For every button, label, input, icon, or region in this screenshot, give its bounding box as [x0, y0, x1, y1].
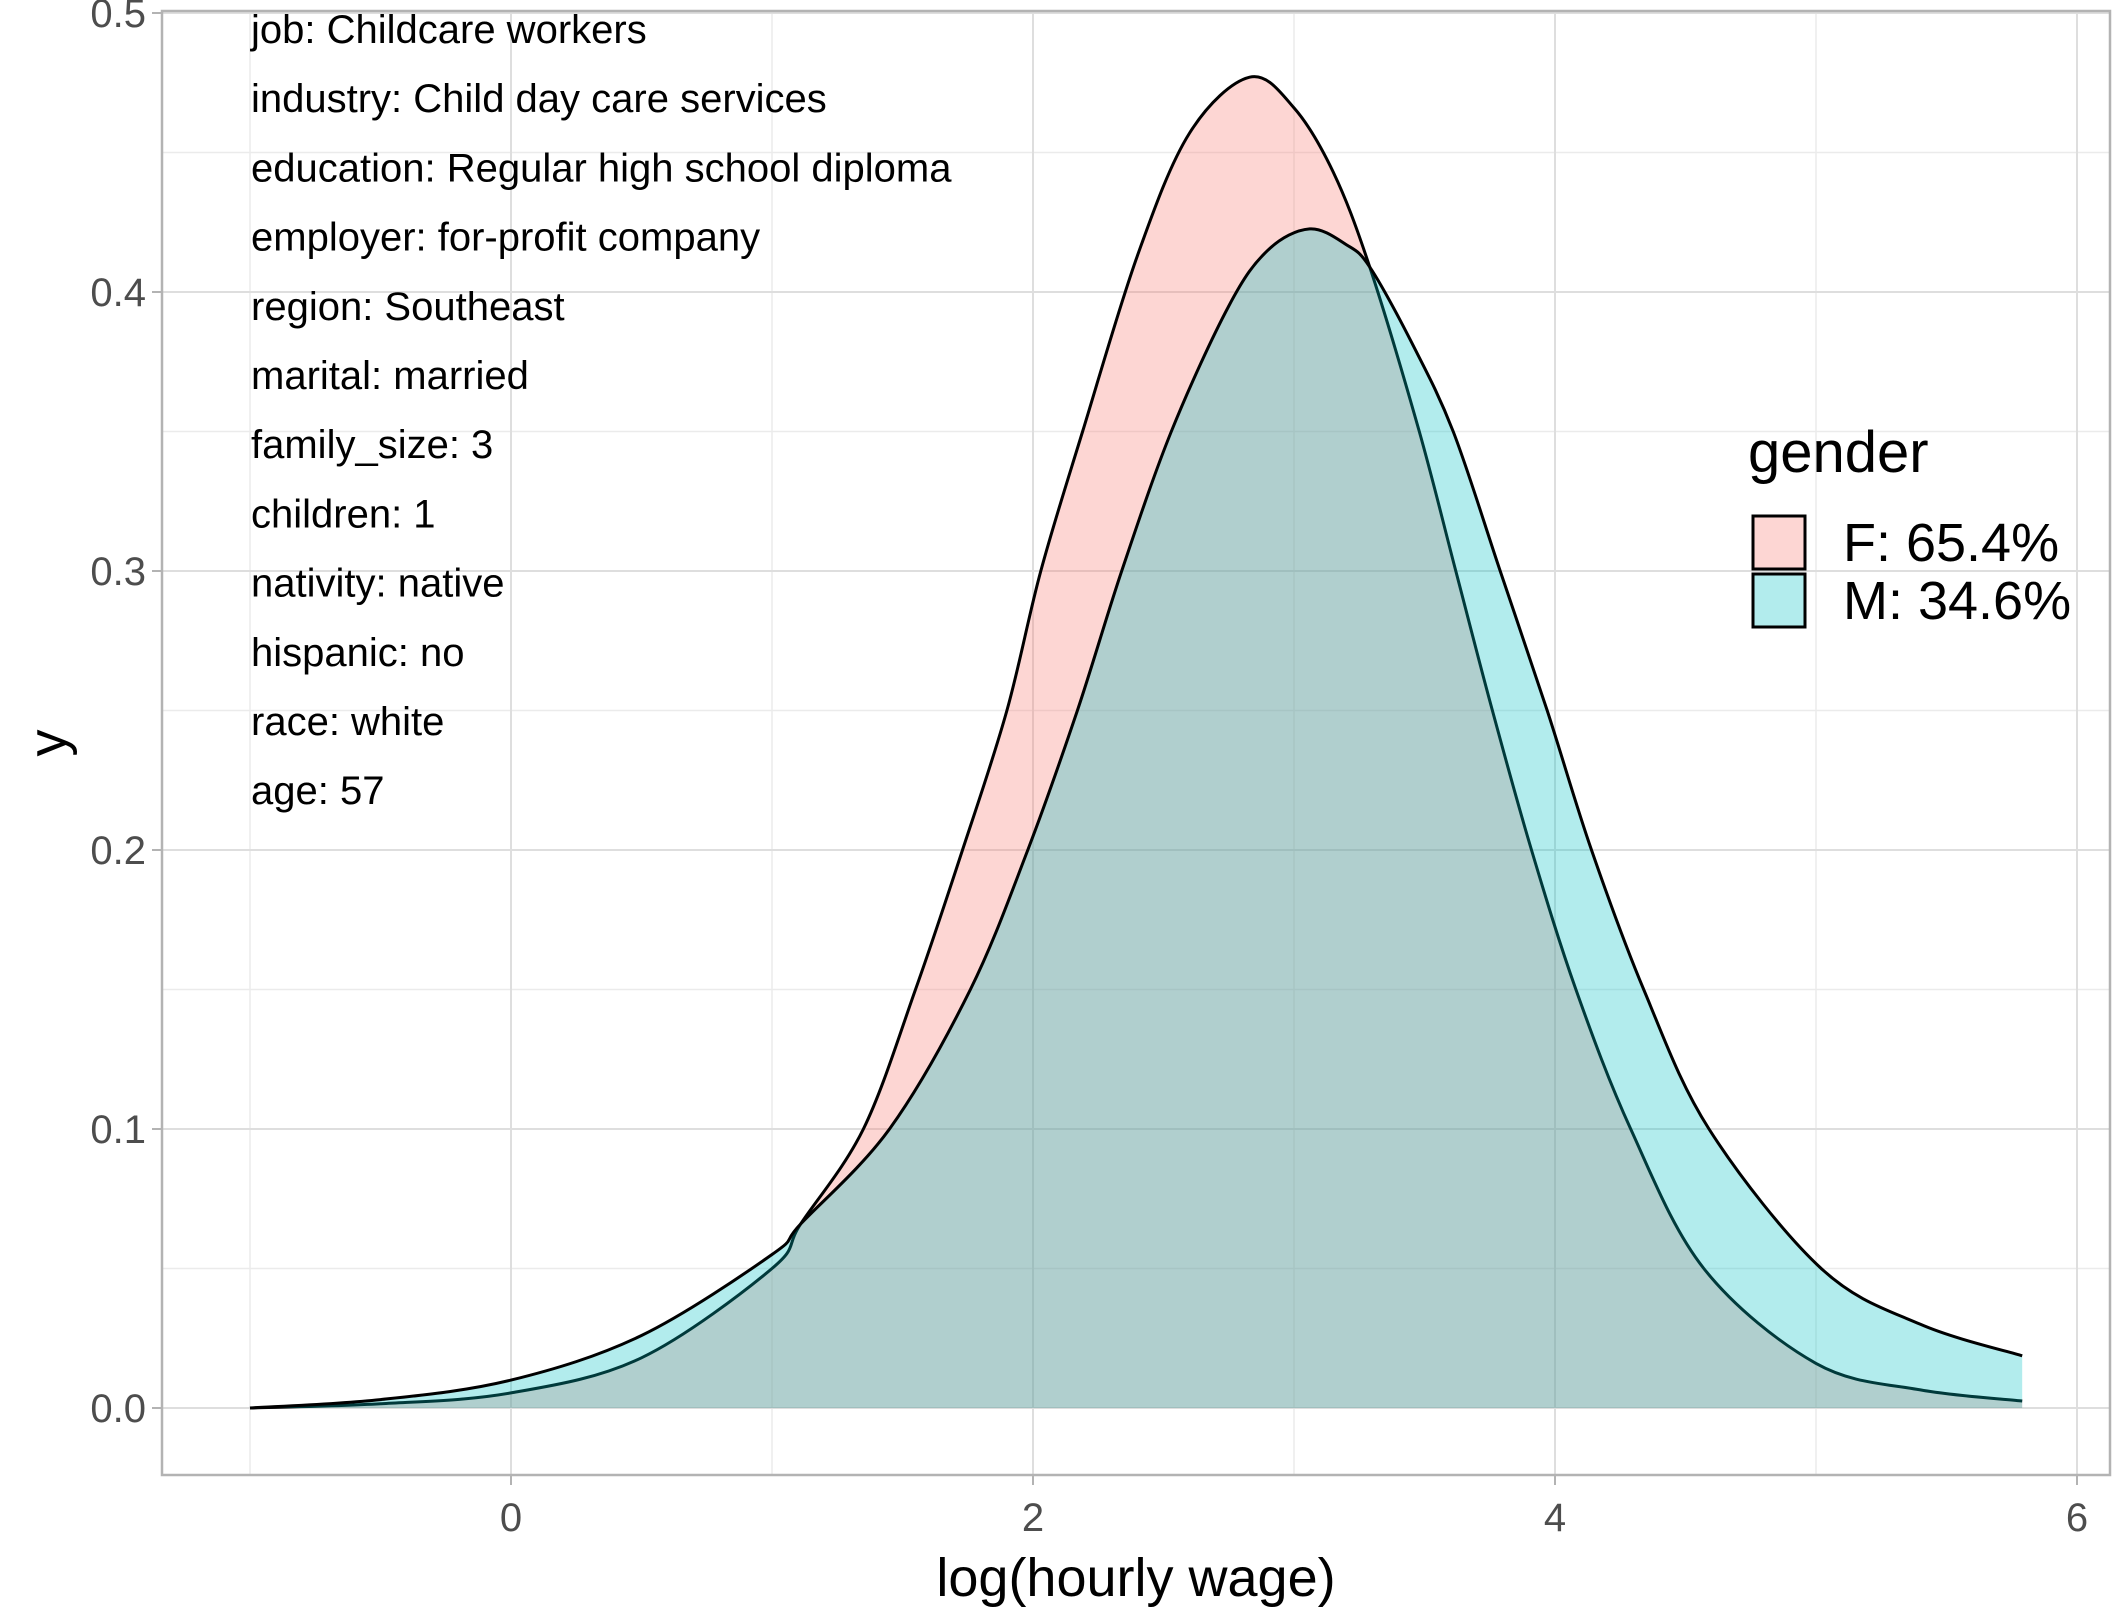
- y-tick-label: 0.5: [90, 0, 146, 36]
- annotation-line: employer: for-profit company: [251, 216, 760, 260]
- density-series: [249, 75, 2023, 1410]
- x-tick-label: 2: [1022, 1496, 1044, 1540]
- legend-title: gender: [1748, 420, 1929, 485]
- y-tick-label: 0.1: [90, 1108, 146, 1152]
- series-F: [249, 75, 2023, 1410]
- annotation-line: nativity: native: [251, 562, 504, 606]
- annotation-line: industry: Child day care services: [251, 77, 827, 121]
- annotation-block: job: Childcare workers industry: Child da…: [250, 8, 952, 813]
- density-line-M: [249, 227, 2023, 1410]
- major-gridlines: [162, 11, 2110, 1475]
- annotation-line: children: 1: [251, 492, 436, 536]
- minor-gridlines: [162, 11, 2110, 1475]
- annotation-line: family_size: 3: [251, 423, 493, 467]
- y-tick-label: 0.3: [90, 550, 146, 594]
- annotation-line: race: white: [251, 700, 444, 744]
- y-tick-label: 0.0: [90, 1387, 146, 1431]
- legend-item-F: F: 65.4%: [1751, 513, 2059, 573]
- annotation-line: job: Childcare workers: [250, 8, 647, 52]
- y-tick-label: 0.4: [90, 271, 146, 315]
- annotation-line: region: Southeast: [251, 285, 565, 329]
- annotation-line: education: Regular high school diploma: [251, 146, 952, 190]
- annotation-line: hispanic: no: [251, 631, 464, 675]
- x-tick-label: 0: [500, 1496, 522, 1540]
- legend-label-F: F: 65.4%: [1843, 513, 2059, 573]
- x-axis: 0 2 4 6: [500, 1475, 2088, 1540]
- panel-border: [160, 9, 2112, 1477]
- y-tick-label: 0.2: [90, 829, 146, 873]
- legend-swatch-F: [1751, 514, 1807, 571]
- y-axis-title: y: [18, 730, 78, 757]
- y-axis: 0.0 0.1 0.2 0.3 0.4 0.5: [90, 0, 162, 1431]
- density-area-M: [250, 228, 2023, 1408]
- x-tick-label: 6: [2066, 1496, 2088, 1540]
- series-M: [249, 227, 2023, 1410]
- density-line-F: [249, 75, 2023, 1410]
- x-tick-label: 4: [1544, 1496, 1566, 1540]
- x-axis-title: log(hourly wage): [936, 1548, 1335, 1608]
- annotation-line: marital: married: [251, 354, 529, 398]
- legend: gender F: 65.4%M: 34.6%: [1748, 420, 2071, 631]
- legend-item-M: M: 34.6%: [1751, 571, 2071, 631]
- annotation-line: age: 57: [251, 769, 384, 813]
- legend-label-M: M: 34.6%: [1843, 571, 2071, 631]
- legend-swatch-M: [1751, 572, 1807, 629]
- density-area-F: [250, 76, 2023, 1409]
